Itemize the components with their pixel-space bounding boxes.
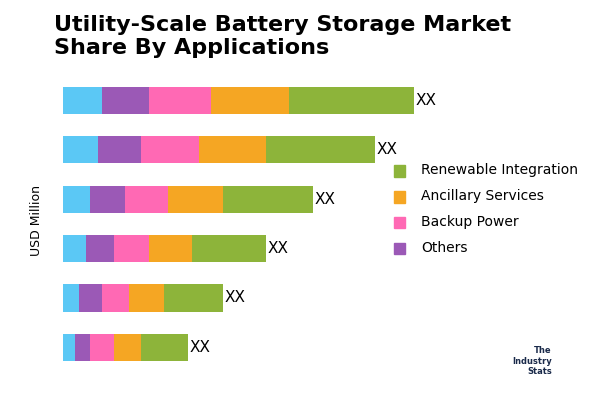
Bar [102, 87, 149, 114]
Text: XX: XX [377, 142, 398, 157]
Text: XX: XX [225, 290, 246, 306]
Bar [129, 284, 164, 312]
Bar [125, 186, 168, 213]
Bar [63, 334, 74, 361]
Text: USD Million: USD Million [29, 184, 43, 256]
Bar [74, 334, 90, 361]
Text: XX: XX [268, 241, 289, 256]
Bar [90, 334, 113, 361]
Bar [141, 334, 188, 361]
Text: Utility-Scale Battery Storage Market
Share By Applications: Utility-Scale Battery Storage Market Sha… [53, 15, 511, 58]
Text: XX: XX [314, 192, 335, 207]
Legend: Renewable Integration, Ancillary Services, Backup Power, Others: Renewable Integration, Ancillary Service… [388, 157, 584, 260]
Bar [86, 235, 113, 262]
Bar [63, 235, 86, 262]
Bar [149, 235, 191, 262]
Bar [289, 87, 414, 114]
Bar [63, 284, 79, 312]
Bar [113, 235, 149, 262]
Bar [98, 136, 141, 164]
Bar [164, 284, 223, 312]
Bar [168, 186, 223, 213]
Bar [149, 87, 211, 114]
Bar [211, 87, 289, 114]
Bar [102, 284, 129, 312]
Bar [63, 87, 102, 114]
Bar [63, 186, 90, 213]
Text: The
Industry
Stats: The Industry Stats [512, 346, 552, 376]
Bar [113, 334, 141, 361]
Bar [141, 136, 199, 164]
Text: XX: XX [190, 340, 211, 355]
Bar [90, 186, 125, 213]
Bar [266, 136, 375, 164]
Text: XX: XX [416, 93, 437, 108]
Bar [63, 136, 98, 164]
Bar [79, 284, 102, 312]
Bar [223, 186, 313, 213]
Bar [199, 136, 266, 164]
Bar [191, 235, 266, 262]
